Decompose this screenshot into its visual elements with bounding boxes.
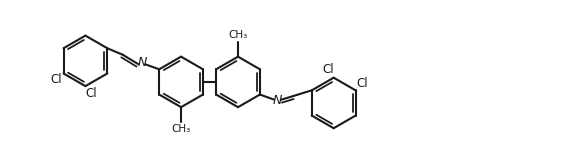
Text: CH₃: CH₃ bbox=[229, 30, 248, 40]
Text: CH₃: CH₃ bbox=[171, 124, 191, 134]
Text: N: N bbox=[272, 95, 282, 107]
Text: N: N bbox=[137, 56, 146, 69]
Text: Cl: Cl bbox=[357, 77, 368, 90]
Text: Cl: Cl bbox=[322, 63, 333, 76]
Text: Cl: Cl bbox=[51, 73, 62, 86]
Text: Cl: Cl bbox=[86, 87, 97, 100]
